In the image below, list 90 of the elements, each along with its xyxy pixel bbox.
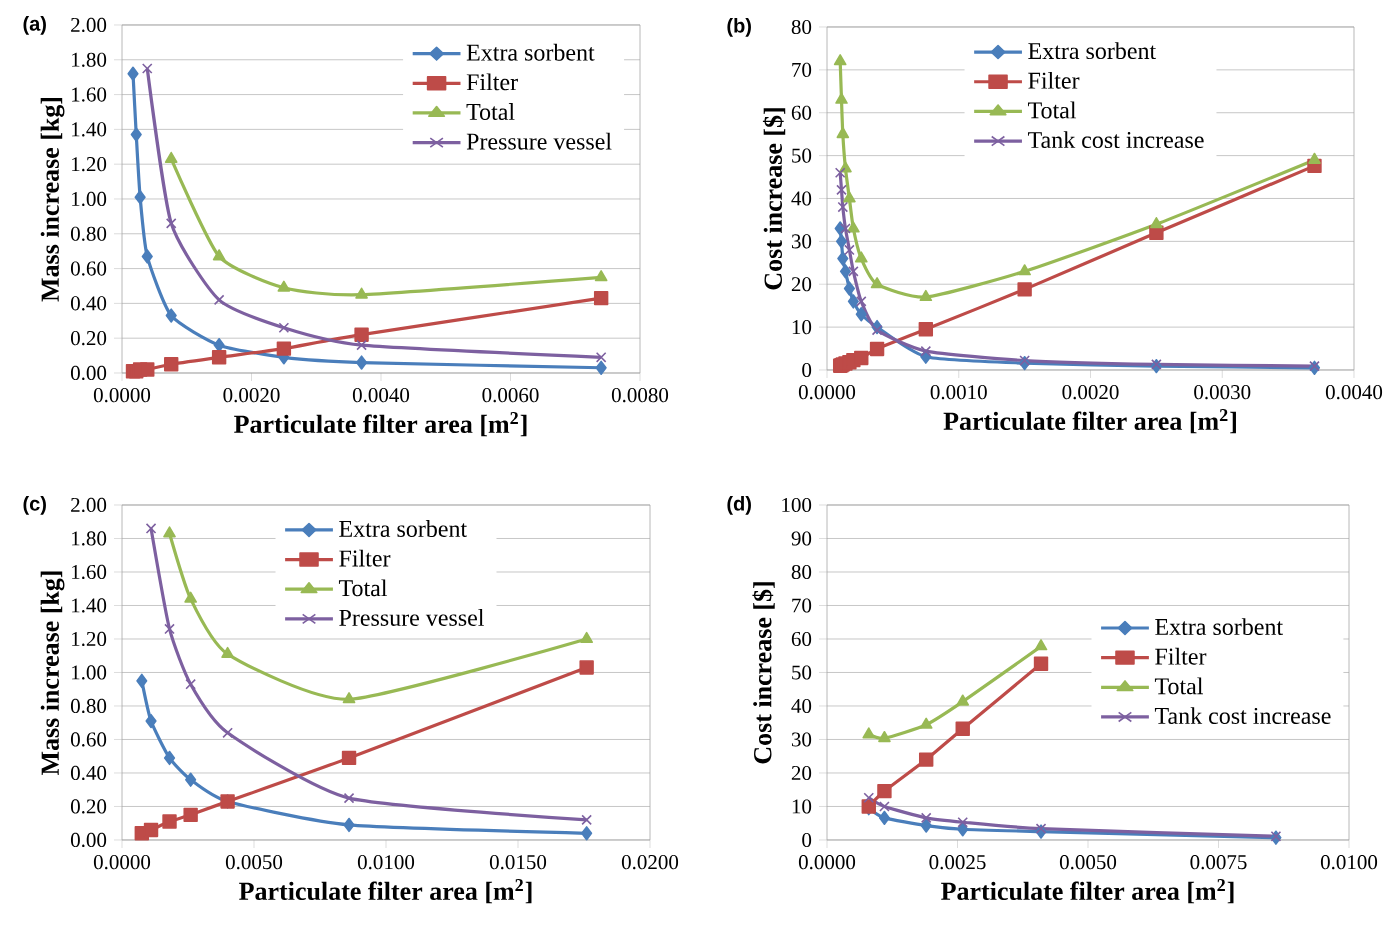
y-axis-title: Mass increase [kg] [40,571,65,776]
y-tick-label: 2.00 [71,497,107,513]
x-tick-label: 0.0075 [1190,855,1247,870]
x-tick-label: 0.0040 [352,388,410,403]
legend-label: Filter [339,549,391,567]
legend-label: Total [466,103,515,120]
y-axis-title: Cost increase [$] [752,582,775,764]
legend-label: Filter [466,73,518,91]
x-axis-title: Particulate filter area [m$^{2}$] [943,409,1236,434]
x-axis-title: Particulate filter area [m$^{2}$] [234,412,527,437]
legend-label: Total [338,579,388,597]
y-tick-label: 0 [802,832,812,848]
y-tick-label: 0 [802,362,812,378]
legend-label: Extra sorbent [1155,618,1283,636]
x-tick-label: 0.0060 [482,388,539,403]
y-tick-label: 1.00 [72,191,107,207]
chart-title: (b) [727,18,751,37]
x-tick-label: 0.0025 [929,855,986,870]
chart-title: (a) [23,16,46,35]
y-tick-label: 60 [791,631,812,647]
x-tick-label: 0.0020 [1062,385,1119,400]
y-tick-label: 10 [792,799,812,814]
x-tick-label: 0.0030 [1194,385,1251,400]
chart-title: (c) [23,496,46,515]
y-tick-label: 70 [792,598,812,613]
y-tick-label: 80 [791,564,812,580]
y-tick-label: 40 [791,698,812,714]
chart-title: (d) [727,496,751,515]
y-tick-label: 0.20 [70,799,107,814]
x-tick-label: 0.0100 [357,855,415,870]
legend-label: Extra sorbent [466,43,595,61]
y-tick-label: 0.60 [70,261,107,276]
x-tick-label: 0.0050 [1059,855,1117,870]
y-tick-label: 1.80 [72,52,107,67]
x-tick-label: 0.0200 [621,855,679,870]
x-tick-label: 0.0050 [225,855,283,870]
y-tick-label: 0.00 [70,832,107,848]
x-tick-label: 0.0080 [611,388,669,403]
y-tick-label: 1.40 [72,122,107,137]
legend-label: Filter [1028,71,1080,89]
y-tick-label: 50 [792,665,812,680]
y-tick-label: 30 [791,732,812,747]
y-tick-label: 1.60 [72,564,107,580]
y-tick-label: 20 [791,277,812,292]
x-tick-label: 0.0000 [93,855,151,870]
y-tick-label: 0.80 [70,698,107,714]
x-axis-title: Particulate filter area [m$^{2}$] [941,879,1234,904]
x-tick-label: 0.0040 [1325,385,1383,400]
y-axis-title: Cost increase [$] [762,108,786,290]
y-tick-label: 60 [791,105,812,120]
y-tick-label: 40 [791,191,812,206]
legend-label: Tank cost increase [1154,707,1331,725]
x-axis-title: Particulate filter area [m$^{2}$] [239,879,532,904]
y-tick-label: 2.00 [71,17,107,33]
x-tick-label: 0.0150 [489,855,547,870]
y-tick-label: 1.20 [72,631,107,647]
legend-label: Extra sorbent [1028,42,1157,60]
legend-label: Tank cost increase [1027,131,1204,149]
y-tick-label: 1.80 [72,531,107,546]
y-tick-label: 0.60 [70,732,107,747]
legend-label: Total [1027,101,1077,119]
y-tick-label: 0.20 [70,331,107,346]
y-tick-label: 0.40 [70,296,107,311]
y-tick-label: 20 [791,765,812,781]
x-tick-label: 0.0000 [798,855,856,870]
y-tick-label: 10 [792,320,812,335]
x-tick-label: 0.0010 [930,385,987,400]
y-tick-label: 0.00 [70,365,107,381]
legend-label: Total [1154,677,1203,695]
legend-label: Filter [1155,647,1207,665]
y-tick-label: 100 [782,497,812,513]
x-tick-label: 0.0000 [798,385,856,400]
x-tick-label: 0.0020 [223,388,280,403]
y-tick-label: 90 [791,531,812,546]
legend-label: Extra sorbent [339,520,468,537]
y-tick-label: 1.60 [72,87,107,102]
y-tick-label: 80 [791,19,812,35]
y-tick-label: 1.40 [72,598,107,613]
y-tick-label: 70 [792,62,812,77]
y-tick-label: 1.20 [72,157,107,172]
legend-label: Pressure vessel [339,609,484,626]
y-tick-label: 30 [791,234,812,249]
y-tick-label: 0.40 [70,765,107,781]
x-tick-label: 0.0000 [93,388,151,403]
x-tick-label: 0.0100 [1320,855,1378,870]
y-tick-label: 1.00 [72,665,107,680]
y-tick-label: 0.80 [70,226,107,241]
legend-label: Pressure vessel [466,132,612,150]
y-axis-title: Mass increase [kg] [40,97,65,302]
y-tick-label: 50 [792,148,812,163]
